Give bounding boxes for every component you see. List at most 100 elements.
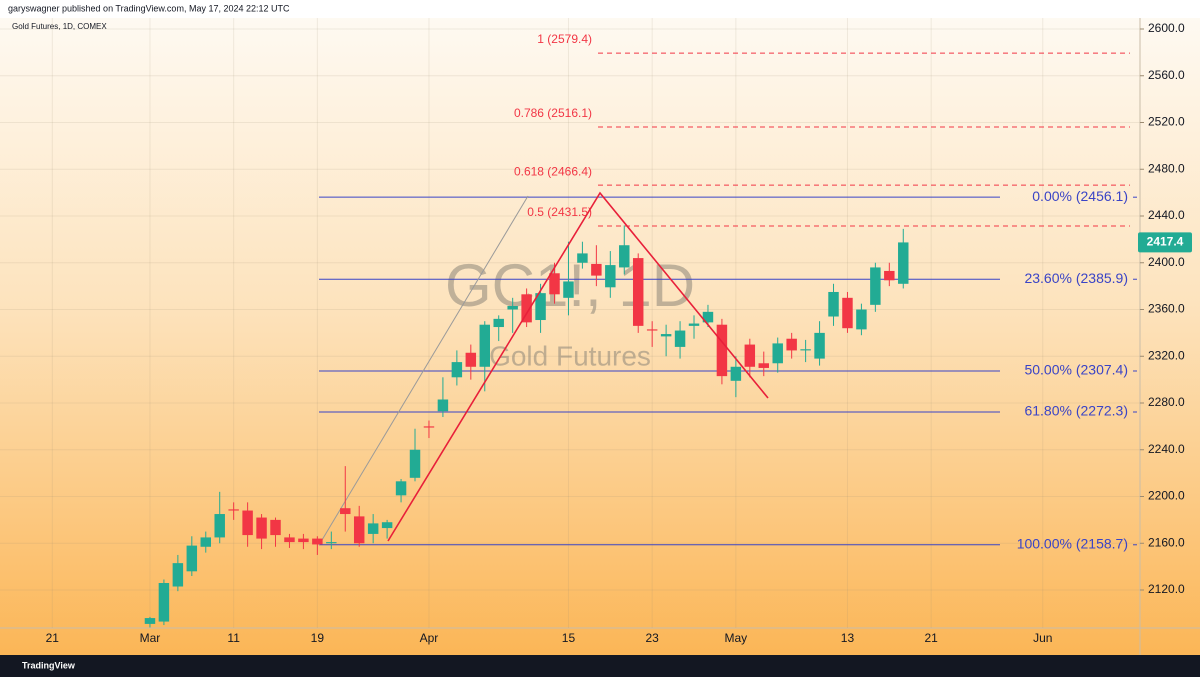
- candles: [144, 225, 909, 628]
- fib-retracement-label: 100.00% (2158.7): [1017, 535, 1128, 551]
- candle-body: [674, 330, 686, 347]
- candle-body: [326, 542, 337, 544]
- candle-body: [786, 338, 797, 351]
- candle-body: [423, 426, 435, 428]
- candle-body: [730, 366, 742, 381]
- candle-body: [660, 334, 672, 337]
- candle-body: [409, 449, 421, 478]
- candle-body: [856, 309, 867, 330]
- candle-body: [256, 517, 267, 539]
- x-tick-label: 21: [46, 631, 60, 645]
- y-tick-label: 2520.0: [1148, 115, 1185, 129]
- candle-body: [186, 545, 198, 572]
- candle-body: [549, 273, 560, 295]
- footer-bar: [0, 655, 1200, 677]
- y-tick-label: 2560.0: [1148, 68, 1185, 82]
- candle-body: [451, 362, 463, 378]
- candle-body: [646, 329, 658, 331]
- candle-body: [479, 324, 490, 367]
- x-tick-label: 15: [562, 631, 576, 645]
- candle-body: [493, 318, 504, 328]
- candle-body: [521, 294, 532, 323]
- fib-retracement-label: 50.00% (2307.4): [1024, 362, 1128, 378]
- candle-body: [228, 509, 239, 511]
- axes: 2120.0 2160.0 2200.0 2240.0 2280.0 2320.0 2360…: [46, 21, 1192, 645]
- candle-body: [619, 245, 630, 268]
- candle-body: [563, 281, 574, 298]
- candle-body: [870, 267, 881, 305]
- y-tick-label: 2320.0: [1148, 348, 1185, 362]
- candle-body: [702, 311, 714, 323]
- x-tick-label: Jun: [1033, 631, 1052, 645]
- candle-body: [465, 352, 477, 367]
- candle-body: [214, 514, 225, 538]
- fib-extension-label: 1 (2579.4): [537, 32, 592, 46]
- candle-body: [814, 332, 825, 359]
- candle-body: [381, 522, 393, 529]
- candle-body: [200, 537, 211, 547]
- candle-body: [716, 324, 728, 377]
- candle-body: [158, 583, 170, 622]
- fib-extension-label: 0.786 (2516.1): [514, 106, 592, 120]
- chart-title: Gold Futures, 1D, COMEX: [12, 22, 107, 31]
- candle-body: [577, 253, 588, 263]
- candle-body: [605, 265, 616, 288]
- candle-body: [270, 519, 281, 536]
- last-price-label: 2417.4: [1147, 235, 1184, 249]
- candle-body: [800, 349, 811, 351]
- candle-body: [353, 516, 365, 544]
- candle-body: [340, 508, 351, 515]
- y-tick-label: 2600.0: [1148, 21, 1185, 35]
- fib-retracement-label: 0.00% (2456.1): [1032, 188, 1128, 204]
- zigzag-line: [387, 191, 769, 542]
- fib-extension-label: 0.5 (2431.5): [527, 205, 592, 219]
- candle-body: [298, 538, 309, 543]
- trend-line: [318, 195, 529, 546]
- publisher-info: garyswagner published on TradingView.com…: [8, 3, 290, 13]
- candle-body: [312, 538, 323, 545]
- y-tick-label: 2280.0: [1148, 395, 1185, 409]
- candle-body: [772, 343, 783, 364]
- candle-body: [507, 306, 518, 310]
- candle-body: [898, 242, 909, 284]
- y-tick-label: 2160.0: [1148, 535, 1185, 549]
- candle-body: [632, 258, 644, 326]
- candle-body: [758, 363, 769, 368]
- y-tick-label: 2400.0: [1148, 255, 1185, 269]
- x-tick-label: May: [725, 631, 748, 645]
- grid: [0, 18, 1140, 628]
- candle-body: [591, 263, 602, 276]
- fib-retracement-label: 61.80% (2272.3): [1024, 403, 1128, 419]
- candle-body: [144, 618, 156, 624]
- candle-body: [842, 297, 853, 329]
- candle-body: [744, 344, 756, 367]
- candle-body: [367, 523, 379, 534]
- x-tick-label: Mar: [140, 631, 161, 645]
- fib-retracement-label: 23.60% (2385.9): [1024, 270, 1128, 286]
- candle-body: [395, 481, 407, 496]
- x-tick-label: 13: [841, 631, 855, 645]
- candle-body: [884, 270, 895, 281]
- y-tick-label: 2200.0: [1148, 489, 1185, 503]
- candle-body: [284, 537, 295, 543]
- footer-brand: TradingView: [22, 660, 76, 670]
- y-tick-label: 2240.0: [1148, 442, 1185, 456]
- y-tick-label: 2440.0: [1148, 208, 1185, 222]
- y-tick-label: 2480.0: [1148, 161, 1185, 175]
- candle-body: [437, 399, 449, 412]
- x-tick-label: 21: [924, 631, 938, 645]
- x-tick-label: 11: [227, 631, 240, 645]
- header-bar: [0, 0, 1200, 18]
- last-price-box: [1138, 232, 1192, 253]
- x-tick-label: 19: [311, 631, 325, 645]
- watermark-name: Gold Futures: [489, 340, 651, 371]
- y-tick-label: 2120.0: [1148, 582, 1185, 596]
- fib-extension-label: 0.618 (2466.4): [514, 164, 592, 178]
- candle-body: [688, 323, 700, 326]
- candle-body: [828, 291, 839, 317]
- fib-levels: 0.00% (2456.1) 23.60% (2385.9) 50.00% (230…: [319, 32, 1137, 551]
- y-tick-label: 2360.0: [1148, 302, 1185, 316]
- candle-body: [242, 510, 253, 536]
